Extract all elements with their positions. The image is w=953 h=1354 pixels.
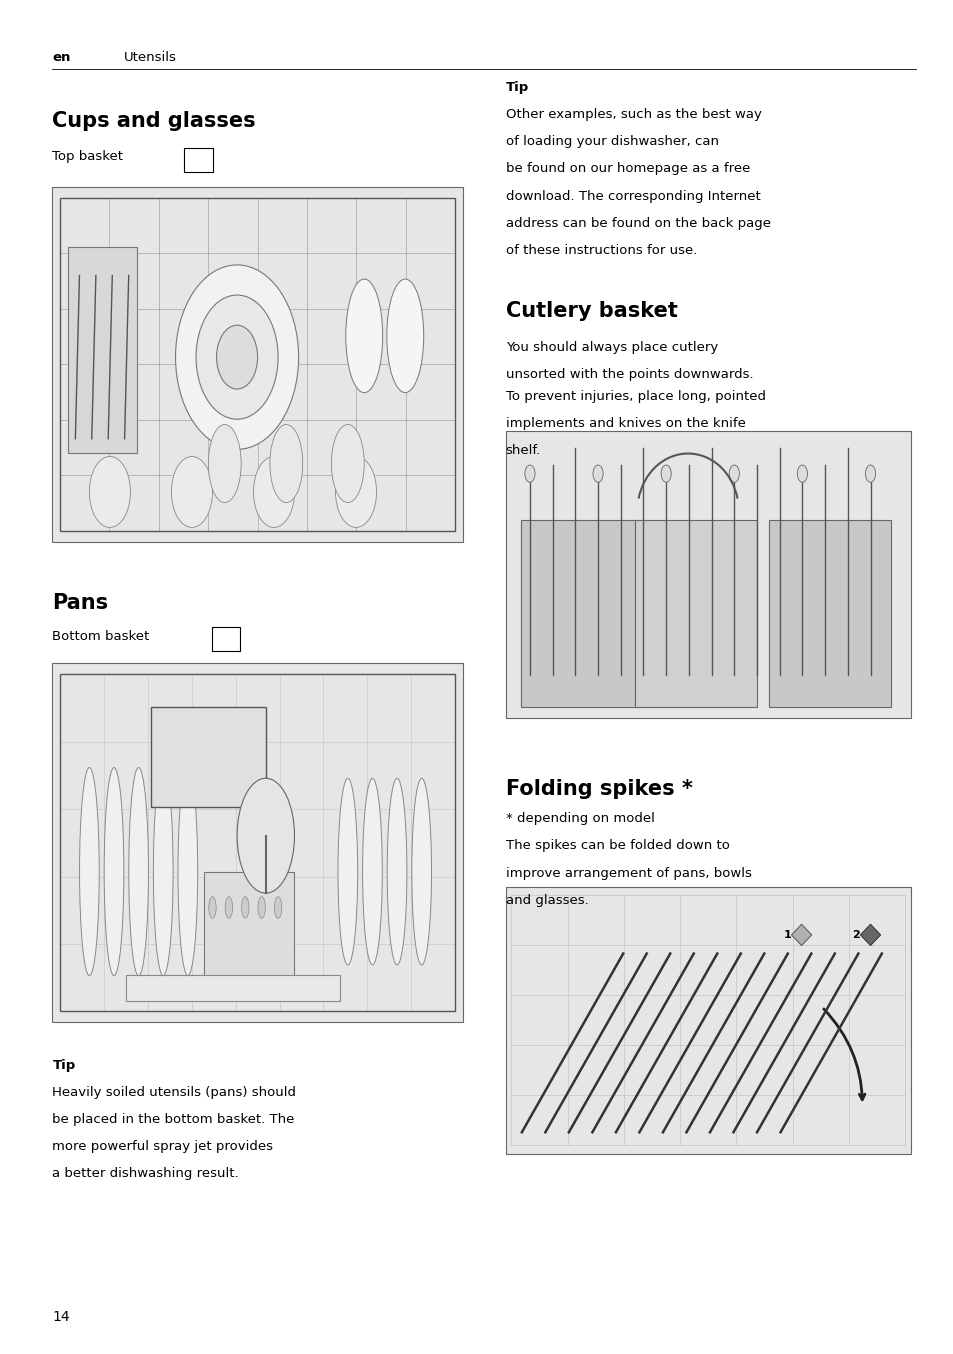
Ellipse shape [345, 279, 382, 393]
Text: improve arrangement of pans, bowls: improve arrangement of pans, bowls [505, 867, 751, 880]
Ellipse shape [362, 779, 382, 965]
Text: address can be found on the back page: address can be found on the back page [505, 217, 770, 230]
Text: of loading your dishwasher, can: of loading your dishwasher, can [505, 135, 718, 149]
Bar [204, 872, 294, 979]
Text: of these instructions for use.: of these instructions for use. [505, 244, 697, 257]
Text: 14: 14 [52, 1311, 70, 1324]
Ellipse shape [270, 425, 302, 502]
Text: Folding spikes *: Folding spikes * [505, 779, 692, 799]
Text: 29: 29 [217, 632, 234, 646]
Text: 21: 21 [190, 153, 207, 167]
Text: more powerful spray jet provides: more powerful spray jet provides [52, 1140, 274, 1154]
Text: a better dishwashing result.: a better dishwashing result. [52, 1167, 239, 1181]
Text: Utensils: Utensils [124, 51, 176, 65]
Polygon shape [860, 925, 880, 945]
Text: unsorted with the points downwards.: unsorted with the points downwards. [505, 368, 753, 382]
Text: shelf.: shelf. [505, 444, 540, 458]
Ellipse shape [104, 768, 124, 976]
Bar [151, 707, 266, 807]
Ellipse shape [129, 768, 149, 976]
Text: To prevent injuries, place long, pointed: To prevent injuries, place long, pointed [505, 390, 765, 403]
Ellipse shape [216, 325, 257, 389]
Text: Pans: Pans [52, 593, 109, 613]
Ellipse shape [864, 464, 875, 482]
Text: download. The corresponding Internet: download. The corresponding Internet [505, 190, 760, 203]
Text: implements and knives on the knife: implements and knives on the knife [505, 417, 744, 431]
Bar [520, 520, 642, 707]
Bar [184, 148, 213, 172]
Bar [505, 887, 910, 1154]
Ellipse shape [253, 456, 294, 528]
Ellipse shape [274, 896, 281, 918]
Text: be placed in the bottom basket. The: be placed in the bottom basket. The [52, 1113, 294, 1127]
Ellipse shape [593, 464, 602, 482]
Text: and glasses.: and glasses. [505, 894, 588, 907]
Ellipse shape [90, 456, 131, 528]
Ellipse shape [237, 779, 294, 894]
Ellipse shape [797, 464, 806, 482]
Bar [505, 431, 910, 718]
Ellipse shape [172, 456, 213, 528]
Ellipse shape [257, 896, 265, 918]
Text: The spikes can be folded down to: The spikes can be folded down to [505, 839, 729, 853]
Polygon shape [791, 925, 811, 945]
Ellipse shape [178, 768, 197, 976]
Text: Top basket: Top basket [52, 150, 123, 164]
Text: 2: 2 [852, 930, 860, 940]
Text: be found on our homepage as a free: be found on our homepage as a free [505, 162, 749, 176]
Bar [52, 187, 462, 542]
Text: Tip: Tip [52, 1059, 75, 1072]
Bar [52, 663, 462, 1022]
Ellipse shape [153, 768, 172, 976]
Ellipse shape [386, 279, 423, 393]
Ellipse shape [208, 425, 241, 502]
Text: Bottom basket: Bottom basket [52, 630, 150, 643]
Bar [126, 975, 339, 1001]
Ellipse shape [175, 265, 298, 450]
Bar [768, 520, 890, 707]
Ellipse shape [335, 456, 376, 528]
Text: You should always place cutlery: You should always place cutlery [505, 341, 717, 355]
Text: Tip: Tip [505, 81, 528, 95]
Ellipse shape [660, 464, 671, 482]
Text: * depending on model: * depending on model [505, 812, 654, 826]
Bar [68, 248, 137, 452]
Text: en: en [52, 51, 71, 65]
Bar [60, 198, 455, 531]
Ellipse shape [728, 464, 739, 482]
Text: Heavily soiled utensils (pans) should: Heavily soiled utensils (pans) should [52, 1086, 296, 1099]
Ellipse shape [387, 779, 407, 965]
Ellipse shape [524, 464, 535, 482]
Ellipse shape [241, 896, 249, 918]
Text: Other examples, such as the best way: Other examples, such as the best way [505, 108, 760, 122]
Bar [635, 520, 756, 707]
Ellipse shape [79, 768, 99, 976]
Ellipse shape [196, 295, 278, 420]
Text: 1: 1 [782, 930, 790, 940]
Ellipse shape [412, 779, 431, 965]
Bar [60, 674, 455, 1011]
Bar [212, 627, 240, 651]
Ellipse shape [225, 896, 233, 918]
Text: Cups and glasses: Cups and glasses [52, 111, 255, 131]
Ellipse shape [337, 779, 357, 965]
Ellipse shape [331, 425, 364, 502]
Ellipse shape [209, 896, 216, 918]
Text: Cutlery basket: Cutlery basket [505, 301, 677, 321]
